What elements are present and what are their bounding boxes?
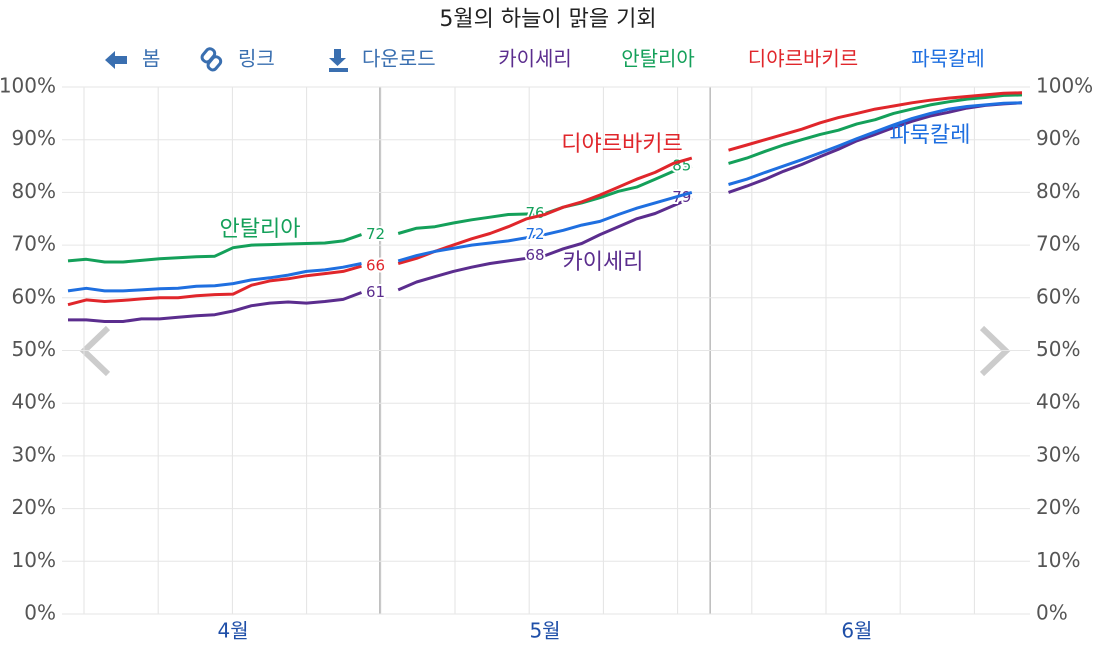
y-tick-label: 50% — [12, 337, 56, 361]
y-tick-label: 10% — [12, 548, 56, 572]
x-tick-label: 4월 — [218, 619, 249, 643]
series-name-label: 디야르바키르 — [561, 132, 682, 157]
series-name-label: 파묵칼레 — [890, 123, 971, 148]
y-tick-label: 60% — [12, 284, 56, 308]
download-icon[interactable] — [329, 49, 348, 72]
legend-entry[interactable]: 안탈리아 — [621, 47, 695, 71]
y2-tick-label: 10% — [1036, 548, 1080, 572]
y-tick-label: 70% — [12, 232, 56, 256]
data-label: 61 — [366, 283, 385, 301]
back-icon[interactable] — [105, 51, 127, 69]
toolbar-button[interactable]: 봄 — [142, 47, 160, 71]
y-tick-label: 90% — [12, 126, 56, 150]
legend-entry[interactable]: 카이세리 — [498, 47, 572, 71]
data-label: 72 — [525, 225, 544, 243]
y2-tick-label: 30% — [1036, 442, 1080, 466]
y2-tick-label: 90% — [1036, 126, 1080, 150]
y2-tick-label: 0% — [1036, 601, 1068, 625]
y2-tick-label: 80% — [1036, 179, 1080, 203]
legend-entry[interactable]: 디야르바키르 — [748, 47, 858, 71]
y2-tick-label: 50% — [1036, 337, 1080, 361]
y2-tick-label: 20% — [1036, 495, 1080, 519]
data-label: 66 — [366, 257, 385, 275]
y-tick-label: 30% — [12, 442, 56, 466]
legend-entry[interactable]: 파묵칼레 — [911, 47, 985, 71]
y2-tick-label: 40% — [1036, 390, 1080, 414]
data-label: 68 — [525, 246, 544, 264]
x-tick-label: 6월 — [841, 619, 872, 643]
link-icon[interactable] — [200, 47, 223, 72]
toolbar: 봄 링크 다운로드 — [105, 47, 436, 72]
series-line — [67, 101, 1023, 293]
y-tick-label: 0% — [24, 601, 56, 625]
y-tick-label: 80% — [12, 179, 56, 203]
y2-tick-label: 100% — [1036, 74, 1093, 98]
y2-tick-label: 70% — [1036, 232, 1080, 256]
x-tick-label: 5월 — [529, 619, 560, 643]
toolbar-button[interactable]: 다운로드 — [362, 47, 436, 71]
series-line — [67, 91, 1023, 307]
series-name-label: 카이세리 — [563, 250, 644, 275]
toolbar-button[interactable]: 링크 — [238, 47, 275, 71]
y-tick-label: 100% — [0, 74, 56, 98]
y-tick-label: 20% — [12, 495, 56, 519]
y-tick-label: 40% — [12, 390, 56, 414]
y2-tick-label: 60% — [1036, 284, 1080, 308]
series-line — [67, 93, 1023, 264]
chart-title: 5월의 하늘이 맑을 기회 — [439, 7, 656, 32]
series-name-label: 안탈리아 — [220, 217, 301, 242]
data-label: 72 — [366, 225, 385, 243]
